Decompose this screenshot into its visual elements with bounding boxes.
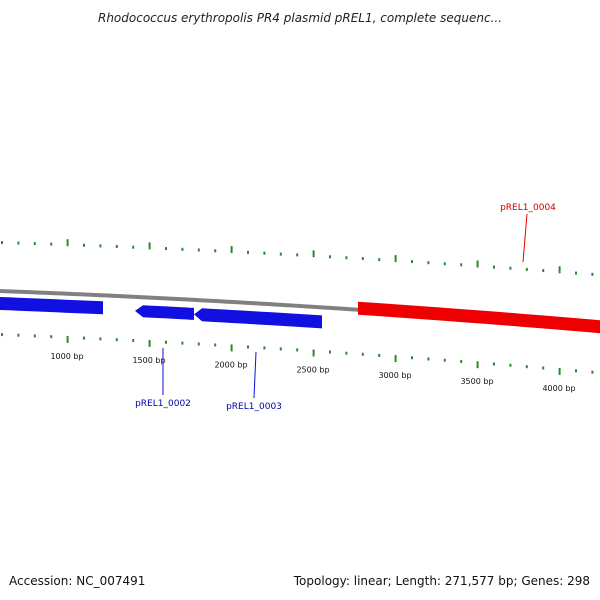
map-title: Rhodococcus erythropolis PR4 plasmid pRE…	[98, 11, 502, 25]
leader-line-0004	[522, 213, 528, 263]
gene-arrow-partial[interactable]	[0, 297, 103, 315]
scale-label: 2000 bp	[214, 360, 247, 369]
sequence-summary: Topology: linear; Length: 271,577 bp; Ge…	[293, 574, 590, 588]
scale-label: 3500 bp	[460, 377, 493, 386]
scale-labels: 1000 bp 1500 bp 2000 bp 2500 bp 3000 bp 3500 …	[50, 352, 575, 393]
gene-features	[0, 297, 600, 334]
gene-label-leaders	[162, 213, 528, 399]
scale-label: 1500 bp	[132, 356, 165, 365]
gene-arrow-0002[interactable]	[135, 305, 194, 320]
gene-label-0004[interactable]: pREL1_0004	[500, 203, 556, 213]
gene-arrow-0004[interactable]	[358, 301, 600, 334]
leader-line-0003	[253, 351, 257, 399]
scale-label: 4000 bp	[542, 384, 575, 393]
gene-label-0003[interactable]: pREL1_0003	[226, 402, 282, 412]
scale-label: 1000 bp	[50, 352, 83, 361]
scale-label: 3000 bp	[378, 371, 411, 380]
reverse-tick-track	[1, 333, 594, 375]
accession-text: Accession: NC_007491	[9, 574, 145, 588]
gene-label-0002[interactable]: pREL1_0002	[135, 399, 191, 409]
scale-label: 2500 bp	[296, 365, 329, 374]
gene-labels: pREL1_0002 pREL1_0003 pREL1_0004	[135, 203, 556, 412]
forward-tick-track	[1, 239, 594, 276]
gene-arrow-0003[interactable]	[194, 308, 322, 329]
